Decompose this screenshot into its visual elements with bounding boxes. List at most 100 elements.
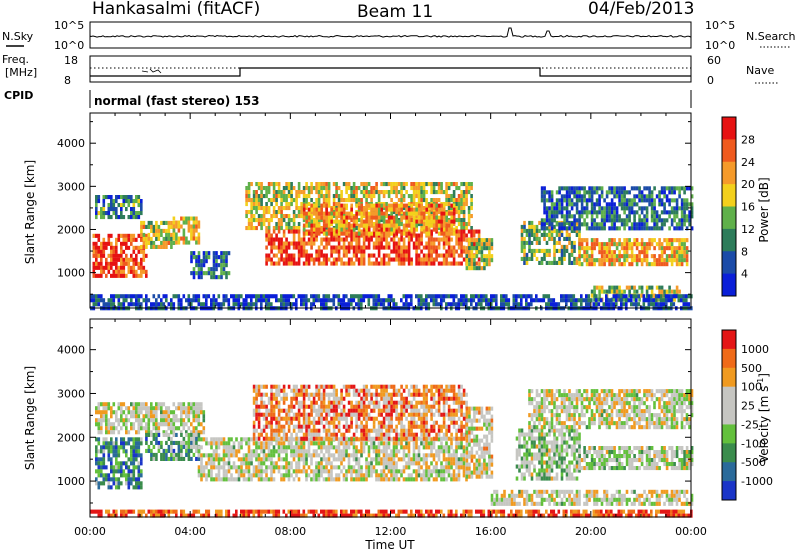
heatmap-cell [272,453,276,458]
heatmap-cell [127,302,131,307]
heatmap-cell [165,228,168,233]
heatmap-cell [352,215,356,220]
heatmap-cell [225,255,228,260]
heatmap-cell [102,241,106,246]
heatmap-cell [417,207,421,212]
heatmap-cell [307,218,311,223]
heatmap-cell [127,473,131,478]
heatmap-cell [455,302,458,307]
heatmap-cell [560,248,564,253]
heatmap-cell [150,228,153,233]
heatmap-cell [427,211,431,216]
heatmap-cell [252,449,256,454]
heatmap-cell [675,214,679,219]
colorbar-segment [722,206,736,230]
heatmap-cell [325,219,328,224]
heatmap-cell [132,414,136,419]
heatmap-cell [195,444,198,449]
heatmap-cell [685,186,689,191]
heatmap-cell [112,445,116,450]
heatmap-cell [182,240,186,245]
heatmap-cell [162,410,166,415]
heatmap-cell [152,422,156,427]
heatmap-cell [150,220,153,225]
heatmap-cell [530,298,533,303]
heatmap-cell [527,302,531,307]
heatmap-cell [275,261,278,266]
heatmap-cell [247,457,251,462]
heatmap-cell [607,302,611,307]
heatmap-cell [277,237,281,242]
heatmap-cell [385,219,388,224]
heatmap-cell [302,302,306,307]
heatmap-cell [375,245,378,250]
heatmap-cell [575,206,579,211]
heatmap-cell [502,298,506,303]
heatmap-cell [587,294,591,299]
heatmap-cell [177,444,181,449]
heatmap-cell [272,198,276,203]
heatmap-cell [683,258,686,263]
heatmap-cell [92,241,96,246]
heatmap-cell [465,262,469,267]
heatmap-cell [420,198,423,203]
heatmap-cell [292,457,296,462]
heatmap-cell [605,202,609,207]
heatmap-cell [645,262,649,267]
heatmap-cell [390,249,393,254]
heatmap-cell [197,449,201,454]
heatmap-cell [192,232,196,237]
heatmap-cell [357,298,361,303]
heatmap-cell [623,186,626,191]
heatmap-cell [272,245,276,250]
heatmap-cell [117,203,121,208]
heatmap-cell [337,214,341,219]
heatmap-cell [633,254,636,259]
heatmap-cell [192,430,196,435]
heatmap-cell [610,190,614,195]
heatmap-cell [670,254,674,259]
heatmap-cell [507,302,511,307]
heatmap-cell [545,240,549,245]
heatmap-cell [440,253,443,258]
heatmap-cell [117,253,121,258]
heatmap-cell [550,218,554,223]
heatmap-cell [350,298,353,303]
heatmap-cell [638,297,641,302]
heatmap-cell [112,269,116,274]
heatmap-cell [115,253,118,258]
heatmap-cell [287,261,291,266]
heatmap-cell [305,294,308,299]
heatmap-cell [265,245,268,250]
heatmap-cell [570,248,574,253]
heatmap-cell [422,261,426,266]
heatmap-cell [525,252,529,257]
heatmap-cell [598,262,601,267]
heatmap-cell [327,194,331,199]
heatmap-cell [457,214,461,219]
heatmap-cell [533,232,536,237]
heatmap-cell [137,426,141,431]
heatmap-cell [685,238,689,243]
heatmap-cell [437,219,441,224]
heatmap-cell [675,202,679,207]
heatmap-cell [322,237,326,242]
heatmap-cell [277,445,281,450]
heatmap-cell [387,203,391,208]
heatmap-cell [125,273,128,278]
heatmap-cell [605,218,609,223]
heatmap-cell [175,224,178,229]
heatmap-cell [460,198,463,203]
heatmap-cell [137,233,141,238]
heatmap-cell [415,219,418,224]
heatmap-cell [97,245,101,250]
heatmap-cell [137,469,141,474]
heatmap-cell [325,294,328,299]
heatmap-cell [355,215,358,220]
heatmap-cell [247,461,251,466]
heatmap-cell [410,257,413,262]
heatmap-cell [115,445,118,450]
heatmap-cell [558,240,561,245]
heatmap-cell [553,252,556,257]
